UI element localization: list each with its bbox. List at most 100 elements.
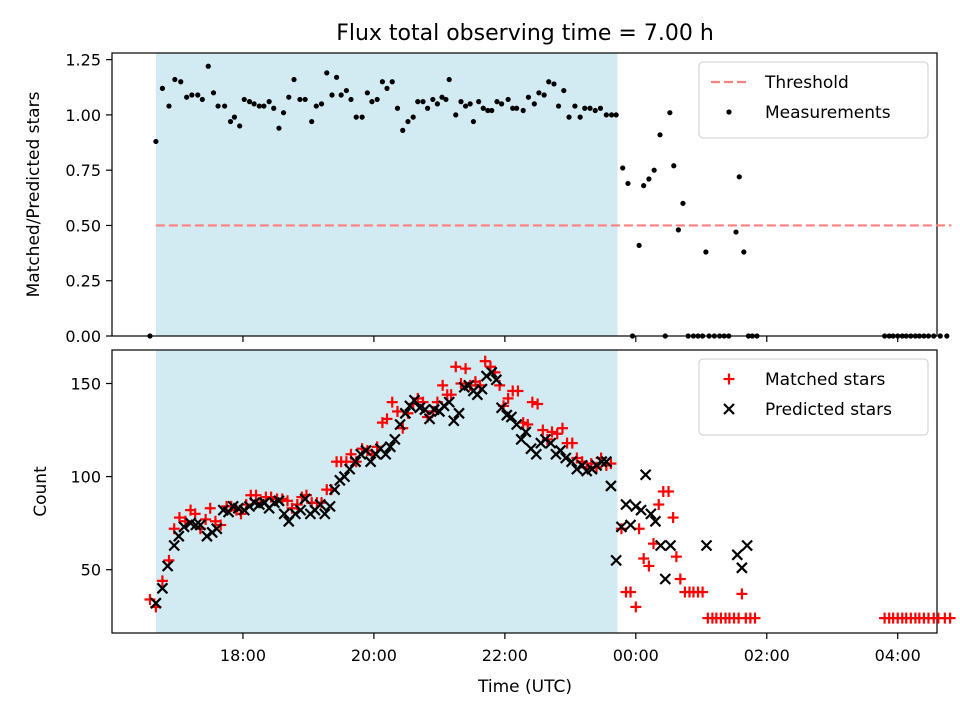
measurement-point: [662, 333, 668, 339]
measurement-point: [374, 96, 380, 103]
measurement-point: [280, 110, 287, 116]
matched-point: [474, 379, 486, 391]
measurement-point: [424, 105, 431, 111]
measurement-point: [741, 249, 747, 255]
measurement-point: [318, 101, 325, 107]
predicted-point: [659, 573, 672, 585]
measurement-point: [338, 92, 344, 98]
predicted-point-b: [554, 444, 567, 457]
measurement-point: [485, 107, 491, 114]
measurement-point: [166, 103, 172, 109]
predicted-point-b: [741, 539, 753, 552]
matched-point: [630, 601, 642, 613]
measurement-point: [699, 333, 706, 339]
measurement-point: [603, 112, 609, 118]
predicted-point: [490, 374, 503, 386]
predicted-point-b: [384, 441, 397, 453]
predicted-point: [620, 498, 632, 511]
legend-box: [698, 61, 929, 139]
predicted-point: [399, 407, 412, 420]
predicted-point: [635, 504, 647, 516]
matched-point: [615, 523, 627, 535]
measurement-point: [908, 333, 914, 339]
matched-point: [749, 612, 761, 624]
predicted-point-b: [299, 493, 311, 505]
predicted-point: [324, 500, 336, 513]
measurement-point: [899, 333, 905, 339]
measurement-point: [462, 103, 469, 109]
measurement-point: [237, 123, 243, 129]
predicted-point-b: [559, 452, 572, 464]
plot-frame: [111, 52, 938, 337]
predicted-point-b: [610, 554, 622, 567]
y-tick-label: 0.25: [65, 272, 101, 291]
measurement-point: [172, 76, 178, 83]
measurement-point: [343, 87, 350, 94]
predicted-point-b: [156, 582, 169, 595]
matched-point: [189, 508, 201, 520]
measurement-point: [685, 333, 691, 339]
x-tick-label: 18:00: [220, 646, 266, 665]
matched-point: [532, 398, 544, 410]
matched-point: [647, 538, 659, 550]
x-axis-label: Time (UTC): [477, 677, 572, 697]
predicted-point-b: [525, 442, 537, 455]
predicted-point-b: [328, 483, 341, 496]
predicted-point: [565, 455, 578, 468]
matched-point: [653, 499, 665, 511]
predicted-point-b: [294, 504, 307, 516]
matched-point: [670, 551, 682, 563]
measurement-point: [241, 96, 247, 103]
measurement-point: [379, 79, 386, 85]
predicted-point-b: [576, 459, 588, 472]
predicted-point: [505, 411, 518, 423]
measurement-point: [680, 200, 686, 206]
matched-point: [381, 413, 393, 425]
predicted-point-b: [278, 508, 290, 520]
matched-point: [944, 612, 956, 624]
predicted-point-b: [520, 426, 532, 438]
matched-point: [643, 560, 655, 572]
predicted-point-b: [495, 401, 508, 414]
predicted-point: [210, 522, 223, 535]
predicted-point: [190, 519, 202, 531]
y-tick-label: 0.00: [65, 327, 101, 346]
predicted-point: [360, 444, 372, 457]
measurement-point: [184, 94, 190, 100]
measurement-point: [587, 105, 593, 111]
measurement-point: [937, 333, 943, 339]
predicted-point-b: [700, 539, 713, 552]
measurement-point: [555, 103, 562, 109]
matched-point: [512, 385, 524, 397]
predicted-point-b: [364, 455, 377, 468]
predicted-point: [520, 426, 532, 438]
predicted-point-b: [443, 396, 455, 408]
predicted-point-b: [654, 539, 667, 552]
measurement-point: [389, 79, 395, 85]
measurement-point: [525, 94, 532, 100]
predicted-point-b: [258, 496, 271, 509]
predicted-point: [645, 508, 657, 520]
predicted-point-b: [210, 522, 223, 535]
predicted-point: [554, 444, 567, 457]
predicted-point-b: [645, 508, 657, 520]
predicted-point: [741, 539, 753, 552]
measurement-point: [629, 333, 636, 339]
measurement-point: [443, 96, 449, 103]
predicted-point-b: [338, 470, 351, 483]
measurement-point: [434, 101, 441, 107]
predicted-point: [544, 437, 557, 449]
predicted-point-b: [184, 517, 197, 529]
predicted-point-b: [485, 366, 498, 379]
matched-point: [638, 553, 650, 565]
predicted-point: [349, 455, 362, 468]
predicted-point: [595, 455, 608, 468]
measurement-point: [561, 87, 567, 94]
predicted-point-b: [217, 504, 230, 516]
legend: Matched stars Predicted stars: [698, 358, 929, 436]
predicted-point: [319, 508, 331, 520]
predicted-point-b: [448, 414, 460, 427]
predicted-point-b: [453, 407, 465, 420]
measurement-point: [625, 180, 631, 187]
